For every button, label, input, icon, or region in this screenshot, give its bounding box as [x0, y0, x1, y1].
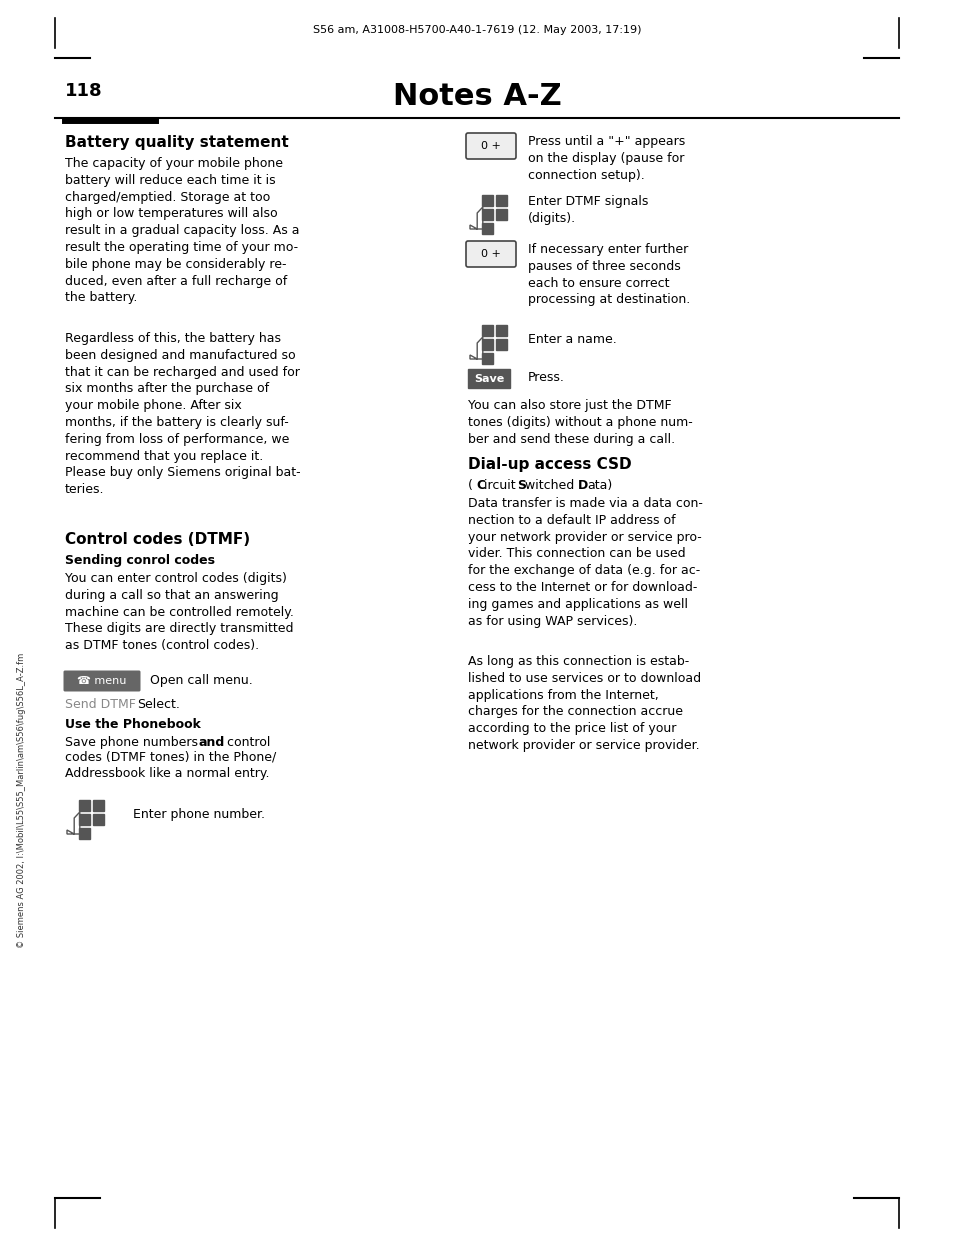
Bar	[481, 223, 493, 234]
Text: Enter DTMF signals
(digits).: Enter DTMF signals (digits).	[527, 196, 648, 224]
Bar	[496, 196, 507, 206]
Text: You can also store just the DTMF
tones (digits) without a phone num-
ber and sen: You can also store just the DTMF tones (…	[468, 399, 692, 446]
Bar	[496, 325, 507, 336]
Bar	[496, 339, 507, 350]
Bar	[92, 800, 104, 811]
Text: Control codes (DTMF): Control codes (DTMF)	[65, 532, 250, 547]
Text: Send DTMF: Send DTMF	[65, 698, 135, 711]
Text: Press until a "+" appears
on the display (pause for
connection setup).: Press until a "+" appears on the display…	[527, 135, 684, 182]
Text: The capacity of your mobile phone
battery will reduce each time it is
charged/em: The capacity of your mobile phone batter…	[65, 157, 299, 304]
Bar	[481, 196, 493, 206]
Text: Save: Save	[474, 374, 503, 384]
Text: D: D	[578, 478, 588, 492]
Text: If necessary enter further
pauses of three seconds
each to ensure correct
proces: If necessary enter further pauses of thr…	[527, 243, 690, 307]
Text: (: (	[468, 478, 473, 492]
Text: Select.: Select.	[137, 698, 180, 711]
FancyBboxPatch shape	[465, 133, 516, 159]
Text: © Siemens AG 2002, I:\Mobil\L55\S55_Marlin\am\S56\fug\S56L_A-Z.fm: © Siemens AG 2002, I:\Mobil\L55\S55_Marl…	[17, 653, 27, 948]
Text: 0 +: 0 +	[480, 141, 500, 151]
Text: C: C	[476, 478, 485, 492]
Text: Sending conrol codes: Sending conrol codes	[65, 554, 214, 567]
Text: ata): ata)	[586, 478, 612, 492]
Text: You can enter control codes (digits)
during a call so that an answering
machine : You can enter control codes (digits) dur…	[65, 572, 294, 652]
Text: Use the Phonebook: Use the Phonebook	[65, 718, 201, 731]
Text: Data transfer is made via a data con-
nection to a default IP address of
your ne: Data transfer is made via a data con- ne…	[468, 497, 702, 628]
Text: S56 am, A31008-H5700-A40-1-7619 (12. May 2003, 17:19): S56 am, A31008-H5700-A40-1-7619 (12. May…	[313, 25, 640, 35]
FancyBboxPatch shape	[465, 240, 516, 267]
Text: 118: 118	[65, 82, 103, 100]
Text: Battery quality statement: Battery quality statement	[65, 135, 289, 150]
FancyBboxPatch shape	[64, 670, 140, 692]
Text: Notes A-Z: Notes A-Z	[393, 82, 560, 111]
Text: S: S	[517, 478, 525, 492]
Text: control: control	[223, 736, 270, 749]
Text: ☎ menu: ☎ menu	[77, 677, 127, 687]
Bar	[481, 353, 493, 364]
Bar	[468, 369, 510, 388]
Text: ircuit: ircuit	[483, 478, 519, 492]
Text: Save phone numbers: Save phone numbers	[65, 736, 202, 749]
Text: As long as this connection is estab-
lished to use services or to download
appli: As long as this connection is estab- lis…	[468, 655, 700, 753]
Text: Enter phone number.: Enter phone number.	[132, 807, 265, 821]
Bar	[79, 829, 91, 840]
Bar	[92, 814, 104, 825]
Bar	[79, 800, 91, 811]
Text: and: and	[199, 736, 225, 749]
Bar	[481, 339, 493, 350]
Bar	[79, 814, 91, 825]
Text: Open call menu.: Open call menu.	[150, 674, 253, 687]
Text: Press.: Press.	[527, 371, 564, 384]
Text: 0 +: 0 +	[480, 249, 500, 259]
Bar	[496, 209, 507, 221]
Bar	[481, 325, 493, 336]
Text: Regardless of this, the battery has
been designed and manufactured so
that it ca: Regardless of this, the battery has been…	[65, 331, 300, 496]
Text: witched: witched	[524, 478, 578, 492]
Text: codes (DTMF tones) in the Phone/
Addressbook like a normal entry.: codes (DTMF tones) in the Phone/ Address…	[65, 750, 276, 780]
Text: Dial-up access CSD: Dial-up access CSD	[468, 457, 631, 472]
Bar	[481, 209, 493, 221]
Text: Enter a name.: Enter a name.	[527, 333, 616, 346]
